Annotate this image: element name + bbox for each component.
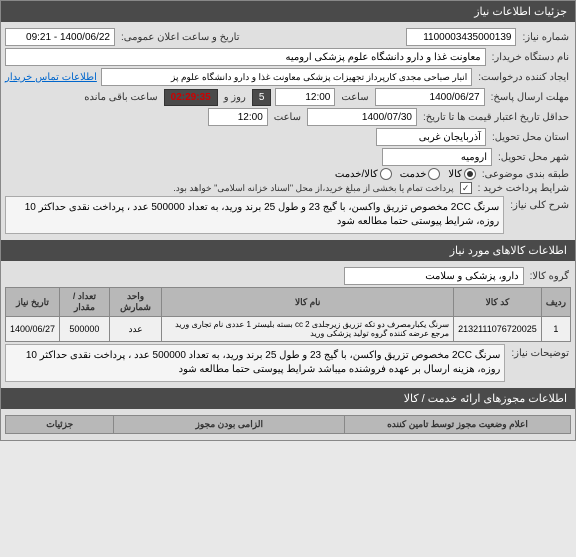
th-date: تاریخ نیاز — [6, 288, 60, 317]
td-unit: عدد — [109, 317, 162, 342]
city-label: شهر محل تحویل: — [496, 152, 571, 163]
notes-label: توضیحات نیاز: — [509, 344, 571, 359]
radio-service[interactable]: خدمت — [400, 168, 441, 180]
validity-date-field: 1400/07/30 — [307, 108, 417, 126]
th-empty: جزئیات — [6, 416, 114, 434]
radio-goods-label: کالا — [448, 169, 462, 180]
hour-label-2: ساعت — [272, 112, 303, 123]
send-hour-field: 12:00 — [275, 88, 335, 106]
requester-field: انبار صباحی مجدی کارپرداز تجهیزات پزشکی … — [101, 68, 472, 86]
payment-note: پرداخت تمام یا بخشی از مبلغ خرید،از محل … — [171, 183, 455, 194]
buyer-label: نام دستگاه خریدار: — [490, 52, 571, 63]
countdown-field: 02:29:35 — [164, 89, 218, 106]
td-date: 1400/06/27 — [6, 317, 60, 342]
table-row: 1 2132111076720025 سرنگ یکبارمصرف دو تکه… — [6, 317, 571, 342]
header-bar: جزئیات اطلاعات نیاز — [1, 1, 575, 22]
radio-dot-icon — [380, 168, 392, 180]
radio-dot-icon — [464, 168, 476, 180]
group-label: گروه کالا: — [528, 271, 571, 282]
radio-service-label: خدمت — [400, 169, 427, 180]
requester-label: ایجاد کننده درخواست: — [476, 72, 571, 83]
announce-field: 1400/06/22 - 09:21 — [5, 28, 115, 46]
city-field: ارومیه — [382, 148, 492, 166]
notes-box: سرنگ 2CC مخصوص تزریق واکسن، با گیج 23 و … — [5, 344, 505, 382]
td-qty: 500000 — [60, 317, 110, 342]
radio-goods[interactable]: کالا — [448, 168, 476, 180]
announce-label: تاریخ و ساعت اعلان عمومی: — [119, 32, 242, 43]
validity-hour-field: 12:00 — [208, 108, 268, 126]
hour-label-1: ساعت — [339, 92, 370, 103]
radio-both[interactable]: کالا/خدمت — [335, 168, 392, 180]
buyer-field: معاونت غذا و دارو دانشگاه علوم پزشکی ارو… — [5, 48, 486, 66]
licenses-table: اعلام وضعیت مجوز توسط تامین کننده الزامی… — [5, 415, 571, 434]
send-date-field: 1400/06/27 — [375, 88, 485, 106]
th-auth: اعلام وضعیت مجوز توسط تامین کننده — [345, 416, 571, 434]
payment-label: شرایط پرداخت خرید : — [476, 183, 571, 194]
licenses-header-row: اعلام وضعیت مجوز توسط تامین کننده الزامی… — [6, 416, 571, 434]
items-section: گروه کالا: دارو، پزشکی و سلامت ردیف کد ک… — [1, 261, 575, 388]
days-label: روز و — [222, 92, 248, 103]
td-code: 2132111076720025 — [454, 317, 542, 342]
td-name: سرنگ یکبارمصرف دو تکه تزریق زیرجلدی cc 2… — [162, 317, 454, 342]
items-table: ردیف کد کالا نام کالا واحد شمارش تعداد /… — [5, 287, 571, 342]
radio-both-label: کالا/خدمت — [335, 169, 378, 180]
contact-link[interactable]: اطلاعات تماس خریدار — [5, 72, 97, 83]
category-label: طبقه بندی موضوعی: — [480, 169, 571, 180]
remain-label: ساعت باقی مانده — [82, 92, 159, 103]
licenses-section: اعلام وضعیت مجوز توسط تامین کننده الزامی… — [1, 409, 575, 440]
send-deadline-label: مهلت ارسال پاسخ: — [489, 92, 571, 103]
payment-checkbox[interactable] — [460, 182, 472, 194]
form-section: شماره نیاز: 1100003435000139 تاریخ و ساع… — [1, 22, 575, 240]
items-header-bar: اطلاعات کالاهای مورد نیاز — [1, 240, 575, 261]
licenses-header-bar: اطلاعات مجوزهای ارائه خدمت / کالا — [1, 388, 575, 409]
category-radio-group: کالا خدمت کالا/خدمت — [335, 168, 476, 180]
th-qty: تعداد / مقدار — [60, 288, 110, 317]
th-row: ردیف — [541, 288, 570, 317]
licenses-header-title: اطلاعات مجوزهای ارائه خدمت / کالا — [404, 393, 567, 405]
overall-desc-box: سرنگ 2CC مخصوص تزریق واکسن، با گیج 23 و … — [5, 196, 504, 234]
td-row: 1 — [541, 317, 570, 342]
th-unit: واحد شمارش — [109, 288, 162, 317]
need-number-label: شماره نیاز: — [520, 32, 571, 43]
header-title: جزئیات اطلاعات نیاز — [474, 6, 567, 18]
days-field: 5 — [252, 89, 272, 106]
table-header-row: ردیف کد کالا نام کالا واحد شمارش تعداد /… — [6, 288, 571, 317]
th-code: کد کالا — [454, 288, 542, 317]
need-number-field: 1100003435000139 — [406, 28, 516, 46]
th-auth-has: الزامی بودن مجوز — [114, 416, 345, 434]
province-field: آذربایجان غربی — [376, 128, 486, 146]
th-name: نام کالا — [162, 288, 454, 317]
main-container: جزئیات اطلاعات نیاز شماره نیاز: 11000034… — [0, 0, 576, 441]
items-header-title: اطلاعات کالاهای مورد نیاز — [450, 245, 567, 257]
province-label: استان محل تحویل: — [490, 132, 571, 143]
validity-label: حداقل تاریخ اعتبار قیمت ها تا تاریخ: — [421, 112, 571, 123]
overall-desc-label: شرح کلی نیاز: — [508, 196, 571, 211]
group-field: دارو، پزشکی و سلامت — [344, 267, 524, 285]
radio-dot-icon — [428, 168, 440, 180]
